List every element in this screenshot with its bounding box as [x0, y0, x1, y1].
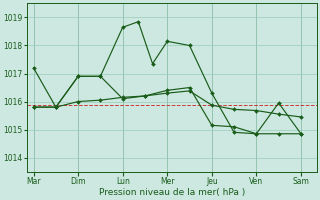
X-axis label: Pression niveau de la mer( hPa ): Pression niveau de la mer( hPa )	[99, 188, 245, 197]
